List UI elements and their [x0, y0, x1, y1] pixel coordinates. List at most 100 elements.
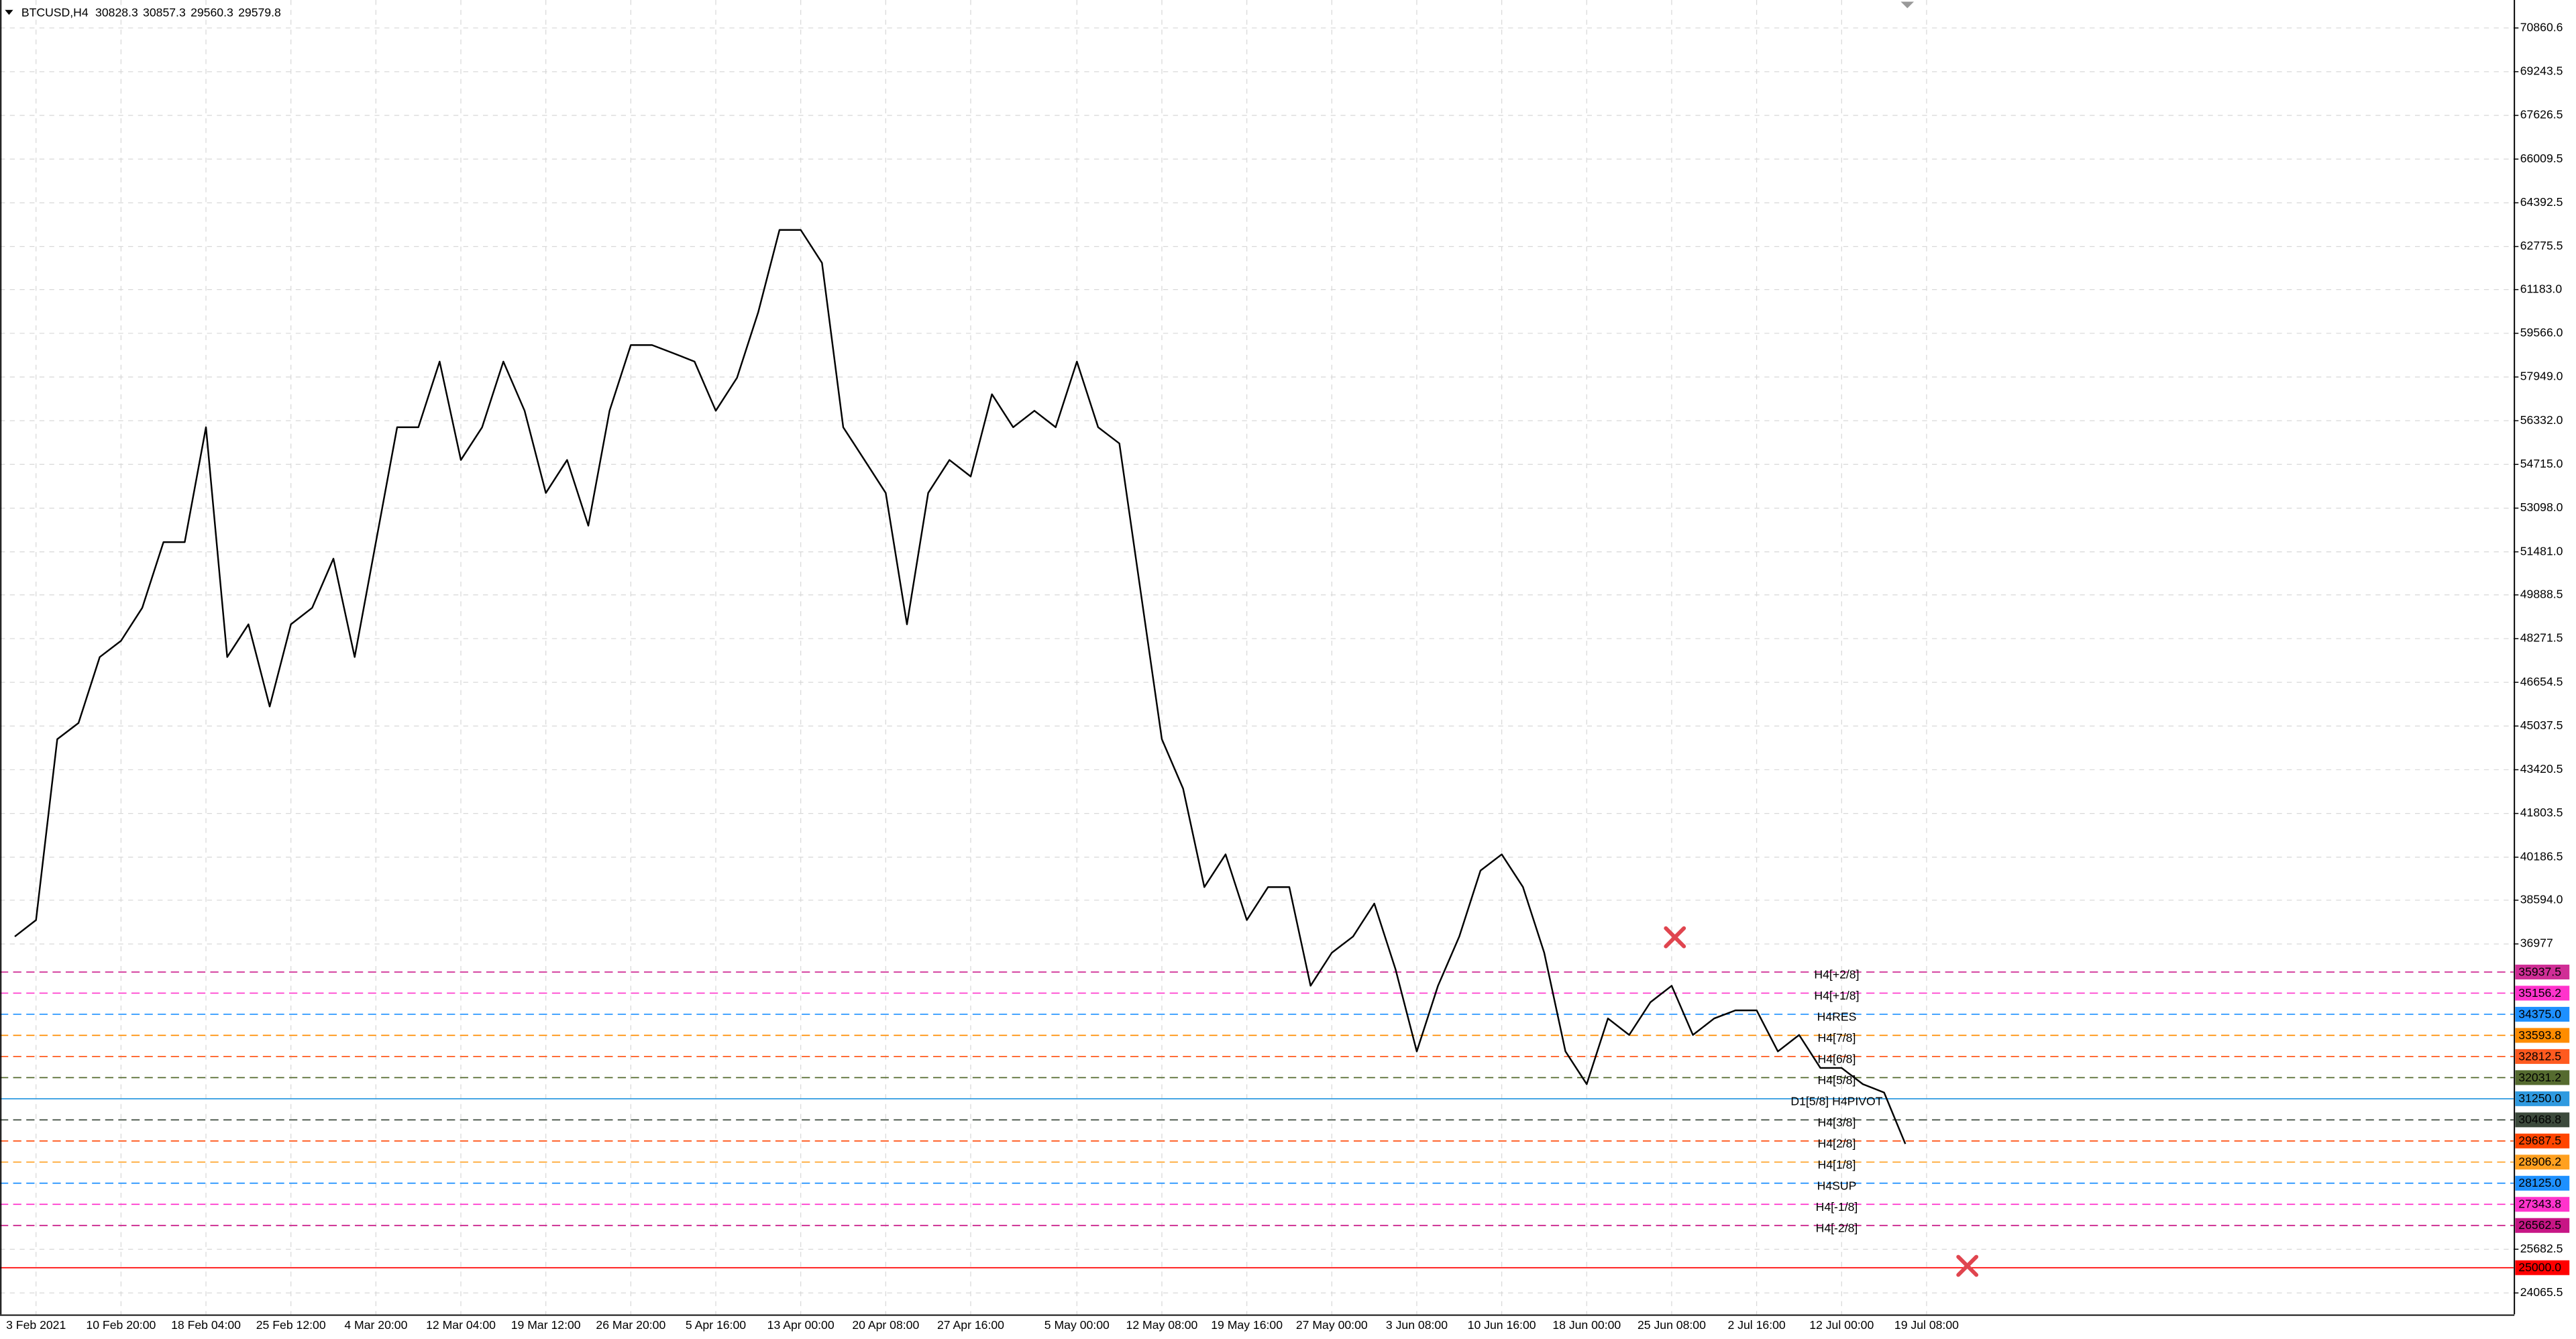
x-tick-label: 3 Feb 2021 — [6, 1318, 66, 1332]
level-price-box — [2515, 1006, 2570, 1022]
y-tick-label: 49888.5 — [2520, 587, 2563, 600]
y-tick-label: 41803.5 — [2520, 806, 2563, 819]
cross-marker — [1956, 1254, 1979, 1277]
x-tick-label: 3 Jun 08:00 — [1386, 1318, 1448, 1332]
y-tick-label: 53098.0 — [2520, 500, 2563, 514]
level-price-label: 35937.5 — [2518, 965, 2561, 978]
x-tick-label: 5 Apr 16:00 — [686, 1318, 746, 1332]
y-tick-label: 24065.5 — [2520, 1285, 2563, 1299]
level-price-box — [2515, 964, 2570, 979]
x-tick-label: 26 Mar 20:00 — [596, 1318, 665, 1332]
ohlc-value: 29579.8 — [238, 5, 281, 19]
level-name: H4[6/8] — [1818, 1052, 1856, 1065]
y-tick-label: 69243.5 — [2520, 64, 2563, 78]
level-price-label: 35156.2 — [2518, 986, 2561, 1000]
y-tick-label: 59566.0 — [2520, 325, 2563, 339]
x-tick-label: 13 Apr 00:00 — [767, 1318, 835, 1332]
level-price-label: 28125.0 — [2518, 1176, 2561, 1189]
levels: H4[+2/8] H4[+1/8] H4RES H4[7/8] H4[6/8] H4[5/… — [0, 968, 2514, 1269]
level-price-label: 30468.8 — [2518, 1113, 2561, 1126]
level-price-box — [2515, 1133, 2570, 1148]
x-tick-label: 10 Feb 20:00 — [86, 1318, 156, 1332]
y-tick-label: 48271.5 — [2520, 631, 2563, 645]
level-price-box — [2515, 1049, 2570, 1064]
level-price-box — [2515, 1218, 2570, 1233]
level-price-label: 34375.0 — [2518, 1007, 2561, 1020]
level-price-box — [2515, 1028, 2570, 1043]
level-price-label: 28906.2 — [2518, 1155, 2561, 1169]
price-line — [14, 229, 1907, 1144]
symbol: BTCUSD,H4 — [21, 5, 89, 19]
y-tick-label: 61183.0 — [2520, 282, 2563, 295]
level-price-label: 29687.5 — [2518, 1134, 2561, 1147]
level-price-label: 33593.8 — [2518, 1028, 2561, 1042]
x-tick-label: 25 Feb 12:00 — [256, 1318, 326, 1332]
level-name: H4[+1/8] — [1814, 989, 1859, 1002]
level-name: H4RES — [1817, 1010, 1857, 1023]
y-tick-label: 56332.0 — [2520, 413, 2563, 427]
x-tick-label: 12 Jul 00:00 — [1809, 1318, 1874, 1332]
x-tick-label: 2 Jul 16:00 — [1727, 1318, 1785, 1332]
y-tick-label: 45037.5 — [2520, 718, 2563, 732]
level-price-box — [2515, 1175, 2570, 1191]
level-name: H4[2/8] — [1818, 1136, 1856, 1150]
y-tick-label: 36977 — [2520, 936, 2553, 950]
x-tick-label: 19 Jul 08:00 — [1894, 1318, 1959, 1332]
level-price-label: 31250.0 — [2518, 1091, 2561, 1105]
x-tick-label: 12 Mar 04:00 — [426, 1318, 496, 1332]
level-name: H4[-2/8] — [1816, 1221, 1858, 1234]
level-price-box — [2515, 1197, 2570, 1212]
cross-marker — [1664, 926, 1686, 949]
level-name: H4[3/8] — [1818, 1116, 1856, 1129]
y-tick-label: 67626.5 — [2520, 108, 2563, 121]
y-tick-label: 70860.6 — [2520, 20, 2563, 34]
ohlc-value: 30857.3 — [143, 5, 186, 19]
x-tick-label: 19 Mar 12:00 — [511, 1318, 581, 1332]
y-tick-label: 43420.5 — [2520, 762, 2563, 775]
level-price-label: 25000.0 — [2518, 1261, 2561, 1274]
ohlc-value: 29560.3 — [191, 5, 233, 19]
y-tick-label: 54715.0 — [2520, 457, 2563, 470]
level-name: D1[5/8] H4PIVOT — [1790, 1094, 1882, 1108]
y-tick-label: 25682.5 — [2520, 1242, 2563, 1255]
shift-marker — [1900, 1, 1915, 9]
x-tick-label: 12 May 08:00 — [1126, 1318, 1198, 1332]
y-tick-label: 51481.0 — [2520, 544, 2563, 557]
level-price-label: 27343.8 — [2518, 1197, 2561, 1211]
x-tick-label: 27 Apr 16:00 — [937, 1318, 1004, 1332]
x-tick-label: 18 Feb 04:00 — [171, 1318, 241, 1332]
y-tick-label: 66009.5 — [2520, 152, 2563, 165]
menu-triangle[interactable] — [5, 9, 13, 15]
x-tick-label: 19 May 16:00 — [1211, 1318, 1283, 1332]
level-price-box — [2515, 1260, 2570, 1275]
level-name: H4[5/8] — [1818, 1073, 1856, 1087]
level-price-box — [2515, 1112, 2570, 1128]
y-tick-label: 40186.5 — [2520, 849, 2563, 863]
level-price-label: 26562.5 — [2518, 1218, 2561, 1232]
plot — [14, 229, 1907, 1144]
y-tick-label: 46654.5 — [2520, 675, 2563, 688]
grid — [0, 0, 2514, 1315]
level-price-label: 32812.5 — [2518, 1049, 2561, 1063]
x-tick-label: 25 Jun 08:00 — [1638, 1318, 1706, 1332]
y-tick-label: 57949.0 — [2520, 370, 2563, 383]
x-tick-label: 18 Jun 00:00 — [1552, 1318, 1621, 1332]
level-name: H4[-1/8] — [1816, 1200, 1858, 1214]
y-tick-label: 62775.5 — [2520, 239, 2563, 252]
y-tick-label: 38594.0 — [2520, 893, 2563, 906]
level-price-label: 32031.2 — [2518, 1071, 2561, 1084]
level-price-box — [2515, 1070, 2570, 1085]
ohlc-value: 30828.3 — [95, 5, 138, 19]
level-price-box — [2515, 985, 2570, 1001]
x-tick-label: 27 May 00:00 — [1296, 1318, 1368, 1332]
level-price-box — [2515, 1155, 2570, 1170]
x-tick-label: 10 Jun 16:00 — [1468, 1318, 1536, 1332]
x-tick-label: 5 May 00:00 — [1044, 1318, 1110, 1332]
x-tick-label: 4 Mar 20:00 — [344, 1318, 407, 1332]
x-tick-label: 20 Apr 08:00 — [852, 1318, 919, 1332]
level-name: H4[1/8] — [1818, 1158, 1856, 1171]
level-name: H4[7/8] — [1818, 1031, 1856, 1045]
